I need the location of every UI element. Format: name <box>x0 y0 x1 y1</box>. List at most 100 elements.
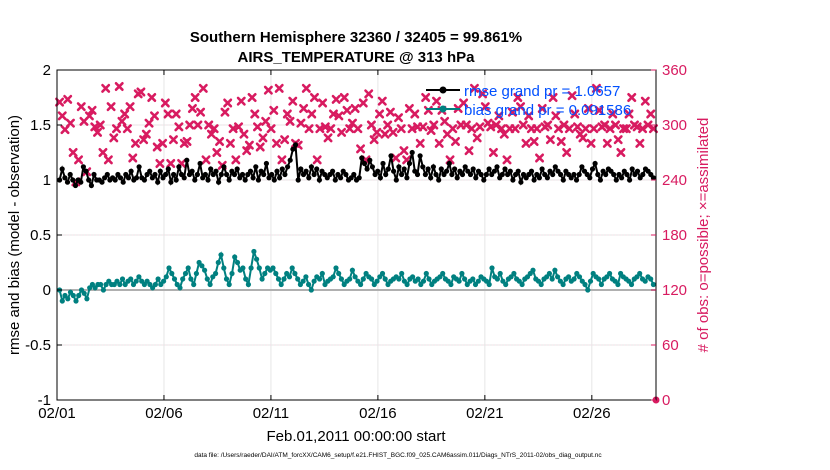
obs-point-91 <box>301 83 311 93</box>
rmse-point-128 <box>396 164 402 170</box>
rmse-point-56 <box>205 177 211 183</box>
rmse-point-10 <box>83 168 89 174</box>
obs-point-68 <box>239 129 249 139</box>
bias-point-135 <box>426 276 432 282</box>
rmse-point-103 <box>330 168 336 174</box>
rmse-point-146 <box>444 168 450 174</box>
rmse-point-139 <box>425 166 431 172</box>
bias-point-29 <box>136 274 142 280</box>
rmse-point-81 <box>271 177 277 183</box>
obs-point-93 <box>307 109 317 119</box>
bias-point-190 <box>576 274 583 280</box>
rmse-point-136 <box>417 153 423 159</box>
obs-point-66 <box>234 122 244 132</box>
bias-point-68 <box>243 276 249 282</box>
obs-point-14 <box>93 127 103 137</box>
obs-point-69 <box>242 146 252 156</box>
obs-point-156 <box>478 89 488 99</box>
rmse-point-74 <box>253 164 259 170</box>
x-tick-label-1: 02/06 <box>145 405 183 422</box>
bias-point-163 <box>503 281 509 288</box>
bias-point-204 <box>615 281 621 288</box>
bias-point-28 <box>133 278 139 284</box>
obs-point-114 <box>364 89 374 99</box>
obs-point-106 <box>342 105 352 115</box>
bias-point-90 <box>303 274 309 280</box>
x-tick-label-2: 02/11 <box>253 405 289 422</box>
rmse-point-36 <box>152 171 158 178</box>
rmse-point-167 <box>499 171 505 178</box>
obs-point-168 <box>510 124 520 134</box>
bias-point-49 <box>191 281 197 288</box>
bias-point-197 <box>596 276 602 282</box>
rmse-point-182 <box>539 166 545 172</box>
bias-point-216 <box>648 276 654 282</box>
bias-point-60 <box>221 265 227 271</box>
obs-point-182 <box>548 93 558 102</box>
bias-point-214 <box>642 278 648 284</box>
bias-point-71 <box>251 248 257 255</box>
rmse-point-32 <box>141 177 147 183</box>
obs-point-97 <box>318 98 328 108</box>
bias-point-16 <box>100 287 106 293</box>
rmse-point-200 <box>587 175 593 181</box>
rmse-point-89 <box>292 142 299 148</box>
obs-point-25 <box>122 124 132 134</box>
rmse-point-123 <box>383 171 389 178</box>
obs-point-33 <box>144 118 154 128</box>
rmse-point-42 <box>168 179 174 185</box>
obs-point-48 <box>185 120 195 130</box>
bias-point-26 <box>128 276 134 282</box>
obs-point-206 <box>613 135 623 145</box>
rmse-point-148 <box>449 171 455 178</box>
bias-point-87 <box>295 276 301 282</box>
rmse-point-52 <box>194 171 200 178</box>
obs-point-74 <box>255 142 265 152</box>
bias-point-10 <box>84 296 90 302</box>
bias-point-75 <box>262 270 268 277</box>
bias-series <box>57 248 657 304</box>
obs-point-49 <box>187 104 197 113</box>
obs-point-194 <box>581 124 591 134</box>
obs-point-121 <box>383 120 393 130</box>
rmse-point-116 <box>364 166 370 172</box>
rmse-point-131 <box>404 175 410 181</box>
obs-point-37 <box>155 159 165 168</box>
rmse-point-60 <box>216 179 222 185</box>
bias-point-52 <box>199 263 205 269</box>
obs-point-105 <box>339 93 349 102</box>
bias-point-188 <box>571 276 577 282</box>
bias-point-86 <box>292 270 298 277</box>
y-left-ticks: -1 -0.5 0 0.5 1 1.5 2 <box>25 62 62 409</box>
rmse-point-173 <box>515 168 521 174</box>
rmse-point-91 <box>298 166 304 172</box>
rmse-point-37 <box>155 179 161 185</box>
obs-point-34 <box>147 93 157 102</box>
obs-point-175 <box>529 137 539 146</box>
obs-point-84 <box>282 109 292 119</box>
obs-point-15 <box>95 120 105 130</box>
obs-point-190 <box>570 109 580 119</box>
bias-point-101 <box>333 265 339 271</box>
bias-point-108 <box>352 274 358 280</box>
rmse-point-29 <box>133 175 140 181</box>
obs-point-117 <box>372 127 382 137</box>
bias-point-186 <box>566 274 572 280</box>
bias-point-193 <box>585 287 591 293</box>
rmse-point-140 <box>428 175 434 181</box>
rmse-point-69 <box>239 171 246 178</box>
rmse-point-44 <box>173 177 179 183</box>
rmse-point-132 <box>406 160 413 167</box>
bias-point-119 <box>382 276 388 282</box>
bias-point-182 <box>555 274 561 280</box>
obs-point-92 <box>304 124 314 134</box>
obs-point-43 <box>171 109 181 119</box>
obs-point-169 <box>513 93 523 102</box>
obs-point-133 <box>415 138 425 148</box>
obs-point-8 <box>76 102 86 112</box>
bias-point-5 <box>70 292 76 299</box>
bias-point-146 <box>456 278 462 284</box>
bias-point-38 <box>161 278 167 284</box>
y-right-tick-label-6: 360 <box>662 62 687 79</box>
rmse-point-115 <box>361 160 368 167</box>
